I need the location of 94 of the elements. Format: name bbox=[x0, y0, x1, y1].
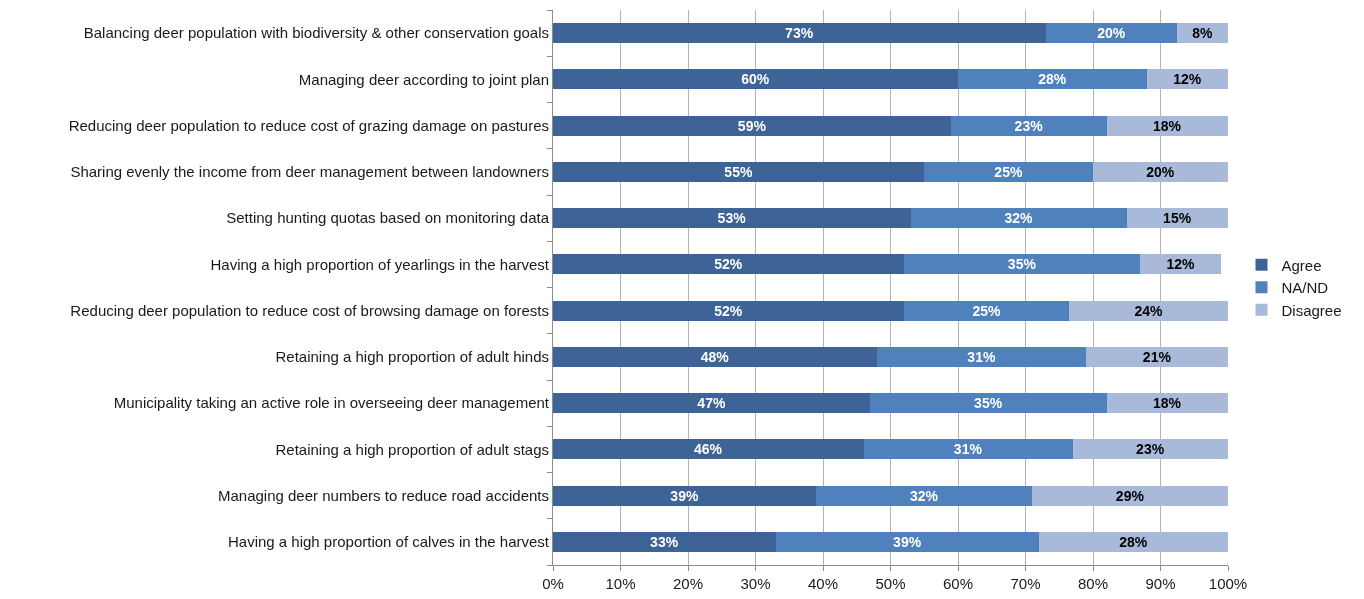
data-label: 59% bbox=[737, 117, 767, 134]
data-label: 25% bbox=[972, 302, 1001, 319]
bar bbox=[553, 439, 864, 460]
bar bbox=[775, 531, 1039, 552]
legend-label: Agree bbox=[1281, 256, 1322, 274]
bar bbox=[1086, 346, 1228, 367]
data-label: 39% bbox=[670, 487, 699, 504]
bar bbox=[1093, 161, 1228, 182]
data-label: 32% bbox=[1004, 210, 1034, 227]
bar bbox=[553, 531, 776, 552]
x-tick-label: 60% bbox=[942, 575, 974, 592]
data-label: 31% bbox=[953, 441, 983, 458]
data-label: 15% bbox=[1163, 210, 1192, 227]
bar bbox=[904, 254, 1141, 275]
x-tick-label: 90% bbox=[1145, 575, 1176, 592]
y-tick-label: Municipality taking an active role in overseeing deer management bbox=[113, 394, 550, 412]
bar bbox=[863, 439, 1073, 460]
y-tick-label: Managing deer numbers to reduce road accidents bbox=[217, 486, 549, 504]
data-label: 52% bbox=[714, 256, 743, 273]
y-tick-label: Retaining a high proportion of adult hinds bbox=[275, 348, 549, 366]
data-label: 48% bbox=[700, 348, 730, 365]
data-label: 28% bbox=[1119, 533, 1148, 550]
bar bbox=[1106, 115, 1228, 136]
x-tick-label: 100% bbox=[1208, 575, 1248, 592]
x-tick-label: 0% bbox=[542, 575, 564, 592]
bar bbox=[553, 208, 911, 229]
bar bbox=[553, 393, 871, 414]
bar bbox=[910, 208, 1127, 229]
bar bbox=[1069, 300, 1228, 321]
data-label: 29% bbox=[1115, 487, 1145, 504]
bar bbox=[877, 346, 1087, 367]
bar bbox=[958, 69, 1147, 90]
y-tick-label: Reducing deer population to reduce cost of browsing damage on forests bbox=[70, 301, 549, 319]
y-tick-label: Retaining a high proportion of adult stags bbox=[275, 440, 549, 458]
bar bbox=[870, 393, 1107, 414]
bar bbox=[816, 485, 1033, 506]
data-label: 32% bbox=[909, 487, 939, 504]
y-tick-label: Having a high proportion of calves in the harvest bbox=[227, 533, 550, 551]
data-label: 33% bbox=[650, 533, 679, 550]
legend-label: NA/ND bbox=[1281, 279, 1329, 297]
data-label: 12% bbox=[1173, 71, 1202, 88]
bar bbox=[553, 346, 877, 367]
data-label: 47% bbox=[697, 395, 726, 412]
bar bbox=[553, 485, 817, 506]
data-label: 35% bbox=[974, 395, 1003, 412]
bar bbox=[1045, 23, 1178, 44]
y-tick-label: Managing deer according to joint plan bbox=[298, 70, 549, 88]
bar bbox=[553, 23, 1046, 44]
y-tick-label: Balancing deer population with biodiversity & other conservation goals bbox=[83, 24, 549, 42]
bar bbox=[1032, 485, 1228, 506]
bar bbox=[951, 115, 1107, 136]
x-tick-label: 80% bbox=[1077, 575, 1109, 592]
x-tick-label: 20% bbox=[672, 575, 704, 592]
bar bbox=[1039, 531, 1228, 552]
bar bbox=[553, 115, 952, 136]
data-label: 55% bbox=[724, 163, 753, 180]
bar bbox=[553, 69, 958, 90]
bar bbox=[904, 300, 1070, 321]
data-label: 52% bbox=[714, 302, 743, 319]
bar bbox=[553, 161, 925, 182]
y-tick-label: Having a high proportion of yearlings in the harvest bbox=[210, 255, 550, 273]
data-label: 31% bbox=[967, 348, 996, 365]
x-tick-label: 40% bbox=[807, 575, 839, 592]
bar bbox=[553, 300, 904, 321]
data-label: 18% bbox=[1152, 117, 1182, 134]
legend-label: Disagree bbox=[1281, 301, 1342, 319]
data-label: 73% bbox=[785, 25, 814, 42]
data-label: 12% bbox=[1166, 256, 1196, 273]
data-label: 39% bbox=[893, 533, 922, 550]
data-label: 21% bbox=[1142, 348, 1172, 365]
bar bbox=[1106, 393, 1228, 414]
x-tick-label: 50% bbox=[875, 575, 906, 592]
data-label: 20% bbox=[1097, 25, 1126, 42]
data-label: 23% bbox=[1014, 117, 1044, 134]
bar bbox=[1072, 439, 1228, 460]
data-label: 60% bbox=[741, 71, 770, 88]
y-tick-label: Reducing deer population to reduce cost of grazing damage on pastures bbox=[68, 116, 549, 134]
data-label: 53% bbox=[717, 210, 747, 227]
data-label: 18% bbox=[1152, 395, 1182, 412]
y-tick-label: Setting hunting quotas based on monitoring data bbox=[226, 209, 550, 227]
data-label: 8% bbox=[1192, 25, 1214, 42]
x-tick-label: 30% bbox=[740, 575, 771, 592]
data-label: 35% bbox=[1007, 256, 1037, 273]
data-label: 24% bbox=[1134, 302, 1163, 319]
data-label: 23% bbox=[1136, 441, 1165, 458]
data-label: 25% bbox=[994, 163, 1023, 180]
data-label: 46% bbox=[693, 441, 723, 458]
x-tick-label: 70% bbox=[1010, 575, 1041, 592]
bar bbox=[924, 161, 1093, 182]
x-tick-label: 10% bbox=[605, 575, 636, 592]
data-label: 20% bbox=[1146, 163, 1175, 180]
y-tick-label: Sharing evenly the income from deer management between landowners bbox=[70, 163, 549, 181]
bar bbox=[553, 254, 904, 275]
data-label: 28% bbox=[1038, 71, 1067, 88]
